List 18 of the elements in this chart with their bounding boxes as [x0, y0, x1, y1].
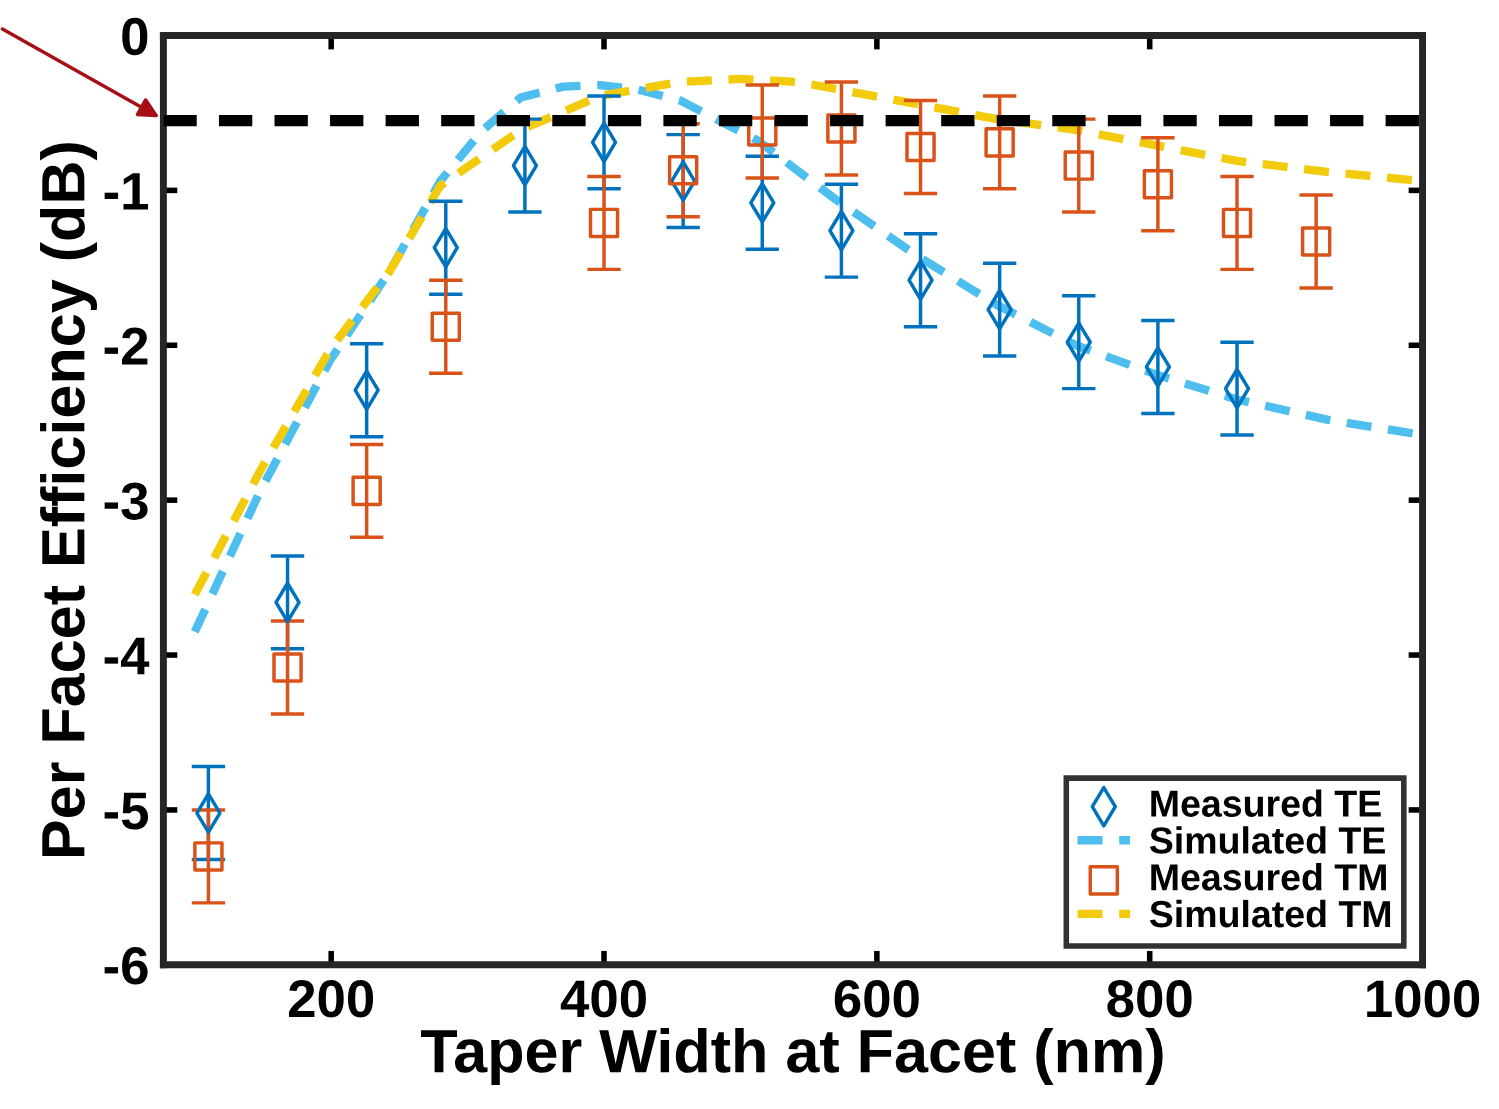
y-tick-label: -1 — [104, 173, 149, 210]
legend-label: Simulated TM — [1149, 899, 1391, 928]
legend-label: Simulated TE — [1149, 826, 1385, 854]
y-tick-label: 0 — [122, 17, 148, 56]
y-tick-label: -4 — [104, 637, 150, 675]
legend-label: Measured TM — [1151, 863, 1386, 891]
y-tick-label: -2 — [104, 327, 148, 365]
x-tick-label: 1000 — [1367, 980, 1480, 1018]
y-tick-label: -5 — [104, 792, 149, 830]
legend-label: Measured TE — [1151, 789, 1381, 817]
x-tick-label: 400 — [560, 980, 646, 1018]
y-tick-label: -3 — [104, 482, 148, 520]
x-tick-label: 200 — [288, 980, 374, 1018]
y-axis-title: Per Facet Efficiency (dB) — [40, 143, 98, 857]
x-tick-label: 800 — [1107, 980, 1192, 1018]
y-tick-label: -6 — [104, 947, 148, 985]
x-tick-label: 600 — [834, 980, 919, 1018]
x-axis-title: Taper Width at Facet (nm) — [421, 1027, 1163, 1085]
